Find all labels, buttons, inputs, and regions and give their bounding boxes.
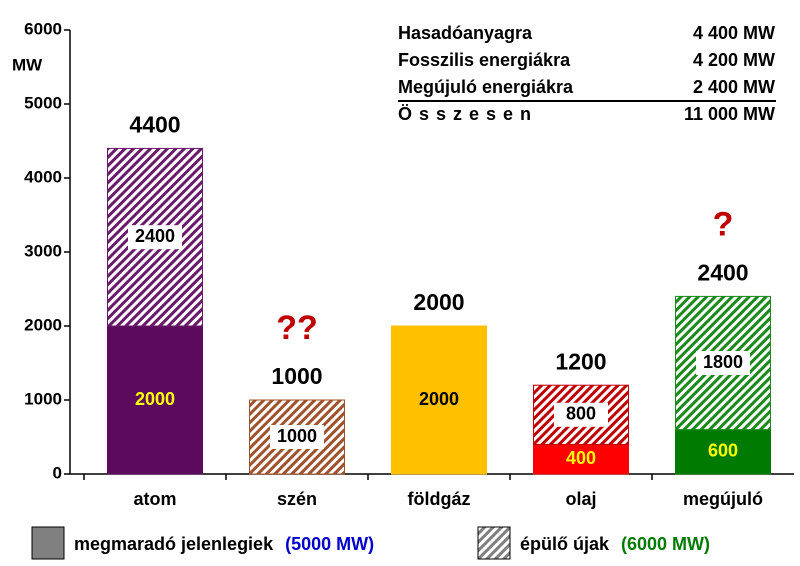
y-tick-label: 5000 [24,93,62,112]
legend-label: megmaradó jelenlegiek [74,534,274,554]
total-label: 4400 [129,111,180,137]
summary-value: 4 200 MW [693,50,775,70]
legend-label: épülő újak [520,534,610,554]
y-tick-label: 0 [53,463,62,482]
legend-note: (5000 MW) [285,534,374,554]
value-label-bg [128,225,182,250]
total-label: 2000 [413,289,464,315]
annotation: ? [713,205,734,243]
bar-segment [533,443,629,475]
summary-value: 2 400 MW [693,77,775,97]
value-label: 400 [566,448,596,468]
summary-label: Hasadóanyagra [398,23,533,43]
x-tick-label: atom [133,489,176,509]
value-label-bg [270,425,324,449]
value-label: 1000 [277,426,317,446]
value-label: 2000 [419,389,459,409]
value-label: 1800 [703,352,743,372]
summary-label: Fosszilis energiákra [398,50,571,70]
x-tick-label: olaj [565,489,596,509]
value-label-bg [554,402,608,427]
total-label: 1200 [555,348,606,374]
value-label: 2000 [135,389,175,409]
summary-label: Összesen [398,104,538,124]
summary-value: 4 400 MW [693,23,775,43]
value-label: 600 [708,441,738,461]
x-tick-label: megújuló [683,489,763,509]
legend-note: (6000 MW) [621,534,710,554]
y-tick-label: 6000 [24,19,62,38]
summary-label: Megújuló energiákra [398,77,574,97]
y-tick-label: 3000 [24,241,62,260]
x-tick-label: szén [277,489,317,509]
bar-segment [391,325,487,475]
y-tick-label: 4000 [24,167,62,186]
y-tick-label: 2000 [24,315,62,334]
y-tick-label: 1000 [24,389,62,408]
legend-swatch [31,526,65,560]
bar-segment [675,429,771,475]
total-label: 2400 [697,259,748,285]
legend-swatch [477,526,511,560]
summary-value: 11 000 MW [684,104,775,124]
y-axis-label: MW [12,55,43,74]
value-label: 800 [566,404,596,424]
annotation: ?? [276,309,318,347]
value-label: 2400 [135,226,175,246]
value-label-bg [696,351,750,375]
x-tick-label: földgáz [408,489,471,509]
total-label: 1000 [271,363,322,389]
